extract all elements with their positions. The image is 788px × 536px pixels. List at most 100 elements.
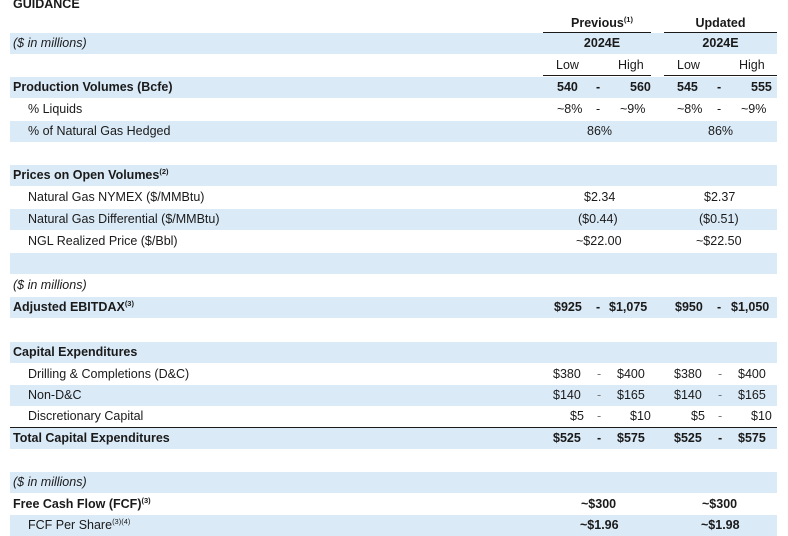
table-row: NGL Realized Price ($/Bbl) ~$22.00 ~$22.…	[10, 231, 777, 252]
row-label: Production Volumes (Bcfe)	[13, 80, 173, 94]
row-label: % Liquids	[28, 102, 83, 116]
divider	[10, 427, 777, 428]
range-dash: -	[596, 102, 601, 116]
low-high-row: Low High Low High	[10, 55, 777, 76]
table-row: Capital Expenditures	[10, 342, 777, 363]
spacer-row	[10, 143, 777, 164]
row-label: NGL Realized Price ($/Bbl)	[28, 234, 178, 248]
low-label: Low	[556, 58, 579, 72]
table-row: Production Volumes (Bcfe) 540 - 560 545 …	[10, 77, 777, 98]
row-label: % of Natural Gas Hedged	[28, 124, 171, 138]
range-dash: -	[596, 300, 601, 314]
table-row: FCF Per Share(3)(4) ~$1.96 ~$1.98	[10, 515, 777, 536]
value: $10	[751, 409, 772, 423]
value: ~8%	[557, 102, 583, 116]
range-dash: -	[717, 300, 722, 314]
table-row: % of Natural Gas Hedged 86% 86%	[10, 121, 777, 142]
spacer-row	[10, 320, 777, 341]
value: 86%	[587, 124, 613, 138]
table-row: Free Cash Flow (FCF)(3) ~$300 ~$300	[10, 494, 777, 515]
value: $575	[617, 431, 645, 445]
row-label: Prices on Open Volumes(2)	[13, 167, 169, 182]
range-dash: -	[717, 80, 722, 94]
range-dash: -	[597, 431, 602, 445]
spacer-row	[10, 253, 777, 274]
value: ~$22.00	[576, 234, 622, 248]
range-dash: -	[597, 409, 602, 423]
column-group-header: Previous(1) Updated	[10, 13, 777, 34]
range-dash: -	[717, 102, 722, 116]
value: ~$300	[702, 497, 738, 511]
divider	[543, 32, 651, 33]
previous-header: Previous(1)	[571, 15, 633, 30]
row-label: Non-D&C	[28, 388, 82, 402]
table-row: Drilling & Completions (D&C) $380 - $400…	[10, 364, 777, 385]
table-row: Natural Gas NYMEX ($/MMBtu) $2.34 $2.37	[10, 187, 777, 208]
row-label: Total Capital Expenditures	[13, 431, 170, 445]
row-label: Drilling & Completions (D&C)	[28, 367, 190, 381]
row-label: Natural Gas Differential ($/MMBtu)	[28, 212, 220, 226]
value: ~$22.50	[696, 234, 742, 248]
value: ~9%	[620, 102, 646, 116]
value: $1,075	[609, 300, 648, 314]
spacer-row	[10, 450, 777, 471]
value: $10	[630, 409, 651, 423]
range-dash: -	[596, 80, 601, 94]
value: 545	[677, 80, 698, 94]
range-dash: -	[718, 367, 723, 381]
table-row: % Liquids ~8% - ~9% ~8% - ~9%	[10, 99, 777, 120]
value: $400	[738, 367, 766, 381]
value: ~$300	[581, 497, 617, 511]
value: $165	[617, 388, 645, 402]
value: $525	[674, 431, 702, 445]
value: $400	[617, 367, 645, 381]
value: 540	[557, 80, 578, 94]
previous-year: 2024E	[583, 36, 621, 50]
value: $925	[554, 300, 582, 314]
value: ($0.51)	[699, 212, 739, 226]
units-label: ($ in millions)	[13, 36, 87, 50]
high-label: High	[739, 58, 765, 72]
range-dash: -	[718, 431, 723, 445]
table-row: Prices on Open Volumes(2)	[10, 165, 777, 186]
value: $2.37	[704, 190, 736, 204]
row-label: Free Cash Flow (FCF)(3)	[13, 496, 151, 511]
value: $380	[674, 367, 702, 381]
value: ~$1.98	[701, 518, 740, 532]
value: $2.34	[584, 190, 616, 204]
units-row: ($ in millions)	[10, 275, 777, 296]
value: $5	[570, 409, 584, 423]
divider	[543, 75, 651, 76]
row-label: FCF Per Share(3)(4)	[28, 517, 131, 532]
row-label: Natural Gas NYMEX ($/MMBtu)	[28, 190, 205, 204]
value: ~$1.96	[580, 518, 619, 532]
page-title: GUIDANCE	[13, 0, 80, 11]
divider	[664, 32, 777, 33]
range-dash: -	[597, 367, 602, 381]
range-dash: -	[718, 409, 723, 423]
value: $575	[738, 431, 766, 445]
units-row: ($ in millions)	[10, 472, 777, 493]
range-dash: -	[597, 388, 602, 402]
value: $140	[553, 388, 581, 402]
table-row: Natural Gas Differential ($/MMBtu) ($0.4…	[10, 209, 777, 230]
value: 555	[751, 80, 772, 94]
value: ~8%	[677, 102, 703, 116]
table-row: Adjusted EBITDAX(3) $925 - $1,075 $950 -…	[10, 297, 777, 318]
units-label: ($ in millions)	[13, 278, 87, 292]
range-dash: -	[718, 388, 723, 402]
row-label: Discretionary Capital	[28, 409, 144, 423]
low-label: Low	[677, 58, 700, 72]
table-row: Discretionary Capital $5 - $10 $5 - $10	[10, 406, 777, 427]
value: $165	[738, 388, 766, 402]
units-label: ($ in millions)	[13, 475, 87, 489]
value: ~9%	[741, 102, 767, 116]
value: $380	[553, 367, 581, 381]
value: 86%	[708, 124, 734, 138]
value: $140	[674, 388, 702, 402]
row-label: Capital Expenditures	[13, 345, 138, 359]
value: $525	[553, 431, 581, 445]
updated-year: 2024E	[702, 36, 739, 50]
row-label: Adjusted EBITDAX(3)	[13, 299, 134, 314]
value: $5	[691, 409, 705, 423]
